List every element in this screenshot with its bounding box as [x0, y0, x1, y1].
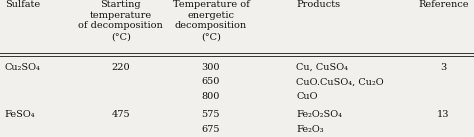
Text: Products: Products — [296, 0, 340, 9]
Text: 3: 3 — [440, 63, 447, 72]
Text: Reference: Reference — [418, 0, 468, 9]
Text: 13: 13 — [437, 110, 449, 119]
Text: CuO: CuO — [296, 92, 318, 101]
Text: Cu₂SO₄: Cu₂SO₄ — [5, 63, 41, 72]
Text: 300: 300 — [201, 63, 220, 72]
Text: 800: 800 — [202, 92, 220, 101]
Text: 675: 675 — [201, 125, 220, 134]
Text: Fe₂O₂SO₄: Fe₂O₂SO₄ — [296, 110, 342, 119]
Text: 575: 575 — [201, 110, 220, 119]
Text: FeSO₄: FeSO₄ — [5, 110, 36, 119]
Text: 650: 650 — [202, 77, 220, 86]
Text: Fe₂O₃: Fe₂O₃ — [296, 125, 324, 134]
Text: Sulfate: Sulfate — [5, 0, 40, 9]
Text: 475: 475 — [111, 110, 130, 119]
Text: Temperature of
energetic
decomposition
(°C): Temperature of energetic decomposition (… — [173, 0, 249, 41]
Text: Starting
temperature
of decomposition
(°C): Starting temperature of decomposition (°… — [79, 0, 163, 41]
Text: 220: 220 — [111, 63, 130, 72]
Text: CuO.CuSO₄, Cu₂O: CuO.CuSO₄, Cu₂O — [296, 77, 384, 86]
Text: Cu, CuSO₄: Cu, CuSO₄ — [296, 63, 348, 72]
